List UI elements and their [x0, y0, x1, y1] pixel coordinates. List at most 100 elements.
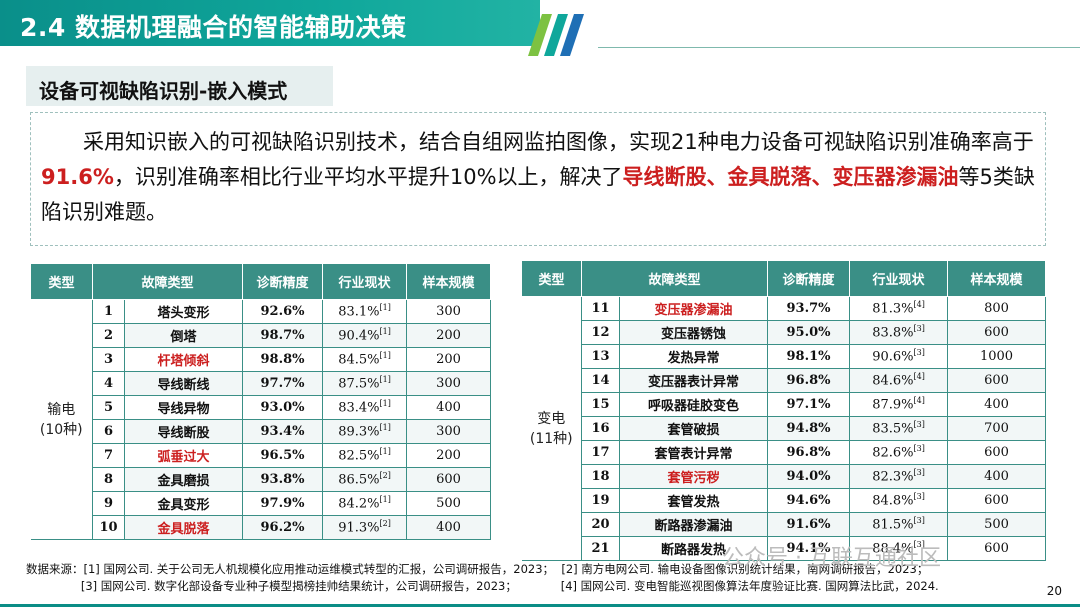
data-sources: 数据来源：[1] 国网公司. 关于公司无人机规模化应用推动运维模式转型的汇报，公… — [26, 561, 939, 595]
industry-status: 87.5%[1] — [322, 371, 408, 396]
sample-size: 600 — [947, 368, 1047, 393]
diagnosis-accuracy: 92.6% — [242, 299, 324, 324]
category-label: 变电 — [537, 410, 566, 427]
reference-marker: [1] — [379, 495, 391, 505]
table-row: 3 杆塔倾斜 98.8% 84.5%[1] 200 — [31, 347, 492, 372]
industry-status: 90.6%[3] — [849, 344, 949, 369]
diagnosis-accuracy: 97.7% — [242, 371, 324, 396]
fault-name: 套管发热 — [618, 488, 769, 513]
row-number: 9 — [92, 491, 125, 516]
diagnosis-accuracy: 96.8% — [767, 368, 851, 393]
fault-name: 套管污秽 — [618, 464, 769, 489]
fault-name: 金具变形 — [123, 491, 244, 516]
diagnosis-accuracy: 95.0% — [767, 320, 851, 345]
industry-value: 83.4% — [338, 400, 380, 416]
reference-marker: [1] — [379, 423, 391, 433]
reference-marker: [1] — [379, 303, 391, 313]
industry-value: 89.3% — [338, 424, 380, 440]
reference-marker: [4] — [913, 300, 925, 310]
header-industry: 行业现状 — [322, 263, 408, 300]
row-number: 18 — [581, 464, 620, 489]
page-number: 20 — [1046, 584, 1062, 598]
table-row: 21 断路器发热 94.1% 88.4%[3] 600 — [522, 536, 1047, 561]
page-title: 2.4 数据机理融合的智能辅助决策 — [20, 13, 407, 42]
diagnosis-accuracy: 98.7% — [242, 323, 324, 348]
fault-name: 金具脱落 — [123, 515, 244, 540]
industry-status: 83.5%[3] — [849, 416, 949, 441]
row-number: 7 — [92, 443, 125, 468]
bottom-divider — [0, 604, 1080, 607]
table-row: 12 变压器锈蚀 95.0% 83.8%[3] 600 — [522, 320, 1047, 345]
fault-name: 弧垂过大 — [123, 443, 244, 468]
sample-size: 600 — [947, 440, 1047, 465]
fault-name: 导线断股 — [123, 419, 244, 444]
sample-size: 600 — [947, 536, 1047, 561]
fault-name: 塔头变形 — [123, 299, 244, 324]
industry-value: 90.4% — [338, 328, 380, 344]
industry-value: 84.6% — [872, 373, 914, 389]
row-number: 12 — [581, 320, 620, 345]
header-sample-size: 样本规模 — [947, 260, 1047, 297]
table-row: 19 套管发热 94.6% 84.8%[3] 600 — [522, 488, 1047, 513]
row-number: 17 — [581, 440, 620, 465]
intro-text-1: 采用知识嵌入的可视缺陷识别技术，结合自组网监拍图像，实现21种电力设备可视缺陷识… — [83, 130, 1034, 154]
category-cell: 变电 (11种) — [521, 296, 582, 561]
reference-marker: [3] — [913, 324, 925, 334]
industry-status: 84.2%[1] — [322, 491, 408, 516]
table-row: 输电 (10种) 1 塔头变形 92.6% 83.1%[1] 300 — [30, 299, 492, 540]
reference-marker: [3] — [913, 348, 925, 358]
sample-size: 300 — [406, 371, 492, 396]
category-count: (10种) — [39, 421, 83, 438]
header-fault-type: 故障类型 — [580, 260, 769, 297]
row-number: 6 — [92, 419, 125, 444]
header-sample-size: 样本规模 — [406, 263, 492, 300]
industry-status: 81.3%[4] — [849, 296, 949, 321]
industry-status: 84.6%[4] — [849, 368, 949, 393]
title-bar: 2.4 数据机理融合的智能辅助决策 — [0, 0, 540, 46]
table-row: 13 发热异常 98.1% 90.6%[3] 1000 — [522, 344, 1047, 369]
industry-value: 82.3% — [872, 469, 914, 485]
table-row: 16 套管破损 94.8% 83.5%[3] 700 — [522, 416, 1047, 441]
diagnosis-accuracy: 93.4% — [242, 419, 324, 444]
table-row: 20 断路器渗漏油 91.6% 81.5%[3] 500 — [522, 512, 1047, 537]
diagnosis-accuracy: 96.5% — [242, 443, 324, 468]
substation-defect-table: 类型 故障类型 诊断精度 行业现状 样本规模 变电 (11种) 11 变压器渗漏油 93… — [521, 260, 1047, 561]
table-row: 9 金具变形 97.9% 84.2%[1] 500 — [31, 491, 492, 516]
industry-value: 84.2% — [338, 496, 380, 512]
table-row: 14 变压器表计异常 96.8% 84.6%[4] 600 — [522, 368, 1047, 393]
sample-size: 800 — [947, 296, 1047, 321]
sample-size: 400 — [406, 515, 492, 540]
fault-name: 变压器渗漏油 — [618, 296, 769, 321]
industry-value: 82.5% — [338, 448, 380, 464]
fault-name: 金具磨损 — [123, 467, 244, 492]
sample-size: 700 — [947, 416, 1047, 441]
industry-status: 90.4%[1] — [322, 323, 408, 348]
table-row: 7 弧垂过大 96.5% 82.5%[1] 200 — [31, 443, 492, 468]
category-count: (11种) — [529, 430, 573, 447]
diagnosis-accuracy: 97.1% — [767, 392, 851, 417]
reference-marker: [4] — [913, 396, 925, 406]
watermark: 公众号 · 互联互通社区 — [722, 546, 941, 571]
fault-name: 呼吸器硅胶变色 — [618, 392, 769, 417]
sample-size: 300 — [406, 419, 492, 444]
industry-value: 87.5% — [338, 376, 380, 392]
header-type: 类型 — [30, 263, 93, 300]
intro-box: 采用知识嵌入的可视缺陷识别技术，结合自组网监拍图像，实现21种电力设备可视缺陷识… — [30, 112, 1046, 246]
row-number: 11 — [581, 296, 620, 321]
header-fault-type: 故障类型 — [91, 263, 244, 300]
industry-value: 82.6% — [872, 445, 914, 461]
industry-status: 91.3%[2] — [322, 515, 408, 540]
industry-value: 83.5% — [872, 421, 914, 437]
intro-accuracy: 91.6% — [41, 165, 114, 189]
industry-value: 88.4% — [872, 541, 914, 557]
diagnosis-accuracy: 96.8% — [767, 440, 851, 465]
row-number: 1 — [92, 299, 125, 324]
diagnosis-accuracy: 96.2% — [242, 515, 324, 540]
decorative-stripes-icon — [528, 14, 584, 56]
industry-status: 81.5%[3] — [849, 512, 949, 537]
row-number: 3 — [92, 347, 125, 372]
header-accuracy: 诊断精度 — [242, 263, 324, 300]
sample-size: 600 — [947, 488, 1047, 513]
row-number: 13 — [581, 344, 620, 369]
reference-marker: [1] — [379, 375, 391, 385]
